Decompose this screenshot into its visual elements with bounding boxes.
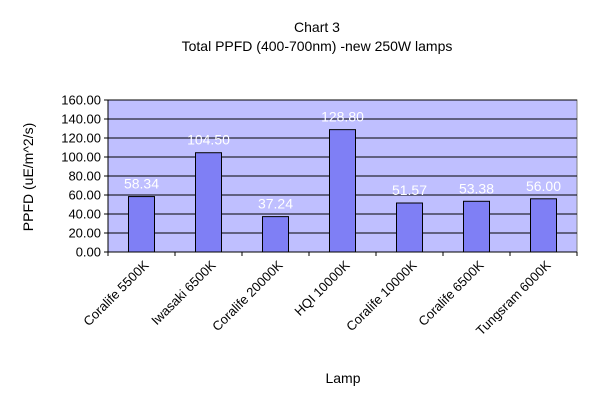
data-label: 51.57 [392, 182, 427, 198]
chart-title: Chart 3 [294, 19, 340, 35]
x-tick-label: HQI 10000K [291, 257, 352, 318]
bar [329, 129, 356, 253]
data-label: 56.00 [526, 178, 561, 194]
bar [195, 152, 222, 253]
y-tick-label: 100.00 [61, 150, 101, 165]
bars [128, 129, 557, 253]
x-axis-title: Lamp [325, 370, 360, 386]
bar [396, 202, 423, 253]
x-tick-label: Coralife 6500K [415, 257, 487, 329]
data-label: 37.24 [258, 196, 293, 212]
y-axis-title: PPFD (uE/m^2/s) [20, 123, 36, 231]
x-tick-label: Coralife 20000K [209, 257, 286, 334]
y-tick-label: 120.00 [61, 131, 101, 146]
bar [463, 200, 490, 253]
data-label: 128.80 [321, 109, 364, 125]
y-tick-label: 0.00 [76, 245, 101, 260]
data-labels: 58.34 104.50 37.24 128.80 51.57 53.38 56.00 [124, 109, 561, 212]
y-tick-label: 60.00 [68, 188, 101, 203]
y-tick-labels: 0.00 20.00 40.00 60.00 80.00 100.00 120.00 140.… [61, 93, 101, 260]
bar [262, 216, 289, 253]
data-label: 104.50 [187, 132, 230, 148]
bar [530, 198, 557, 253]
y-tick-label: 140.00 [61, 112, 101, 127]
data-label: 58.34 [124, 176, 159, 192]
x-tick-label: Coralife 10000K [343, 257, 420, 334]
y-tick-label: 20.00 [68, 226, 101, 241]
data-label: 53.38 [459, 180, 494, 196]
chart-subtitle: Total PPFD (400-700nm) -new 250W lamps [182, 38, 453, 54]
x-tick-label: Coralife 5500K [80, 257, 152, 329]
y-tick-label: 80.00 [68, 169, 101, 184]
bar [128, 196, 155, 253]
x-tick-label: Iwasaki 6500K [148, 257, 219, 328]
y-tick-label: 160.00 [61, 93, 101, 108]
y-tick-label: 40.00 [68, 207, 101, 222]
